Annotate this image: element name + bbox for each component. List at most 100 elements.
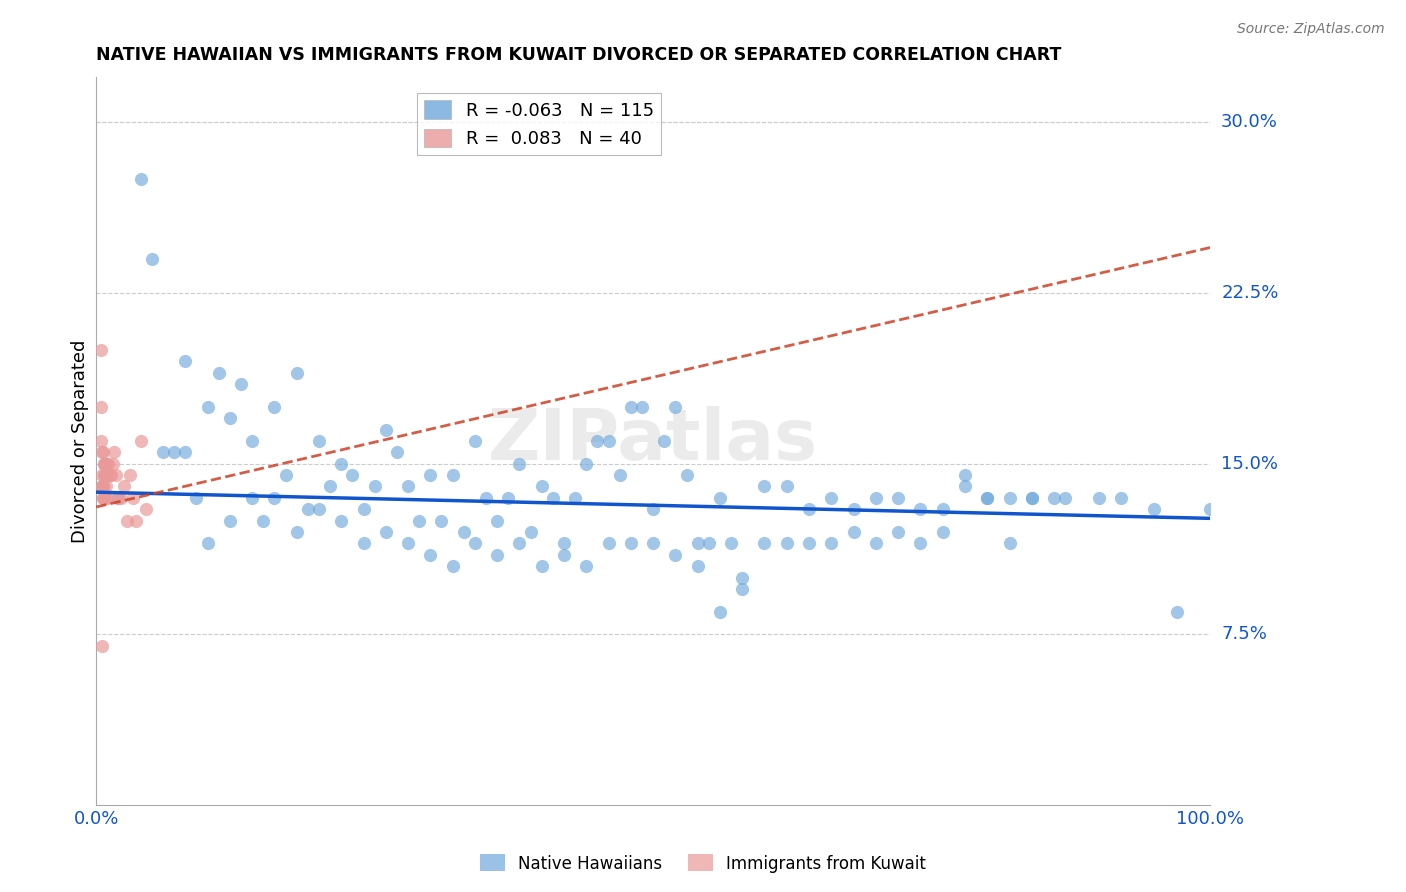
Point	[797, 502, 820, 516]
Point	[101, 457, 124, 471]
Point	[263, 400, 285, 414]
Point	[709, 605, 731, 619]
Point	[90, 479, 112, 493]
Point	[998, 536, 1021, 550]
Point	[453, 524, 475, 539]
Point	[319, 479, 342, 493]
Point	[820, 536, 842, 550]
Point	[374, 524, 396, 539]
Point	[910, 536, 932, 550]
Point	[308, 502, 330, 516]
Point	[94, 468, 117, 483]
Point	[163, 445, 186, 459]
Point	[91, 479, 114, 493]
Point	[598, 434, 620, 448]
Point	[820, 491, 842, 505]
Point	[609, 468, 631, 483]
Point	[297, 502, 319, 516]
Point	[464, 434, 486, 448]
Text: 7.5%: 7.5%	[1222, 625, 1267, 643]
Point	[643, 536, 665, 550]
Point	[508, 536, 530, 550]
Point	[754, 479, 776, 493]
Point	[96, 491, 118, 505]
Point	[709, 491, 731, 505]
Text: ZIPatlas: ZIPatlas	[488, 407, 818, 475]
Point	[998, 491, 1021, 505]
Point	[910, 502, 932, 516]
Point	[122, 491, 145, 505]
Point	[464, 536, 486, 550]
Point	[530, 559, 553, 574]
Point	[675, 468, 697, 483]
Point	[1054, 491, 1077, 505]
Point	[94, 468, 117, 483]
Point	[90, 479, 112, 493]
Point	[475, 491, 498, 505]
Point	[107, 491, 129, 505]
Point	[97, 457, 120, 471]
Point	[100, 468, 122, 483]
Point	[91, 479, 114, 493]
Point	[419, 468, 441, 483]
Point	[953, 479, 976, 493]
Point	[385, 445, 408, 459]
Point	[441, 559, 464, 574]
Point	[90, 468, 112, 483]
Point	[508, 457, 530, 471]
Point	[408, 514, 430, 528]
Point	[353, 536, 375, 550]
Point	[1043, 491, 1066, 505]
Point	[218, 514, 240, 528]
Point	[93, 468, 115, 483]
Point	[274, 468, 297, 483]
Point	[842, 502, 865, 516]
Point	[1021, 491, 1043, 505]
Point	[430, 514, 453, 528]
Legend: Native Hawaiians, Immigrants from Kuwait: Native Hawaiians, Immigrants from Kuwait	[474, 847, 932, 880]
Point	[486, 514, 509, 528]
Point	[643, 502, 665, 516]
Point	[631, 400, 654, 414]
Point	[953, 468, 976, 483]
Point	[976, 491, 998, 505]
Point	[353, 502, 375, 516]
Point	[218, 411, 240, 425]
Point	[96, 479, 118, 493]
Point	[129, 434, 152, 448]
Point	[208, 366, 231, 380]
Point	[842, 524, 865, 539]
Point	[519, 524, 541, 539]
Point	[342, 468, 364, 483]
Point	[152, 445, 174, 459]
Point	[96, 457, 118, 471]
Point	[117, 514, 139, 528]
Point	[330, 457, 353, 471]
Point	[396, 536, 419, 550]
Point	[652, 434, 675, 448]
Point	[541, 491, 564, 505]
Point	[90, 400, 112, 414]
Point	[174, 354, 197, 368]
Point	[141, 252, 163, 266]
Point	[419, 548, 441, 562]
Point	[112, 479, 135, 493]
Point	[396, 479, 419, 493]
Point	[308, 434, 330, 448]
Point	[98, 468, 121, 483]
Point	[575, 559, 598, 574]
Point	[664, 548, 686, 562]
Point	[553, 536, 575, 550]
Point	[754, 536, 776, 550]
Point	[91, 491, 114, 505]
Point	[330, 514, 353, 528]
Point	[90, 639, 112, 653]
Point	[720, 536, 742, 550]
Point	[197, 400, 219, 414]
Point	[1087, 491, 1109, 505]
Point	[93, 491, 115, 505]
Point	[575, 457, 598, 471]
Point	[229, 377, 252, 392]
Point	[1199, 502, 1222, 516]
Point	[103, 445, 125, 459]
